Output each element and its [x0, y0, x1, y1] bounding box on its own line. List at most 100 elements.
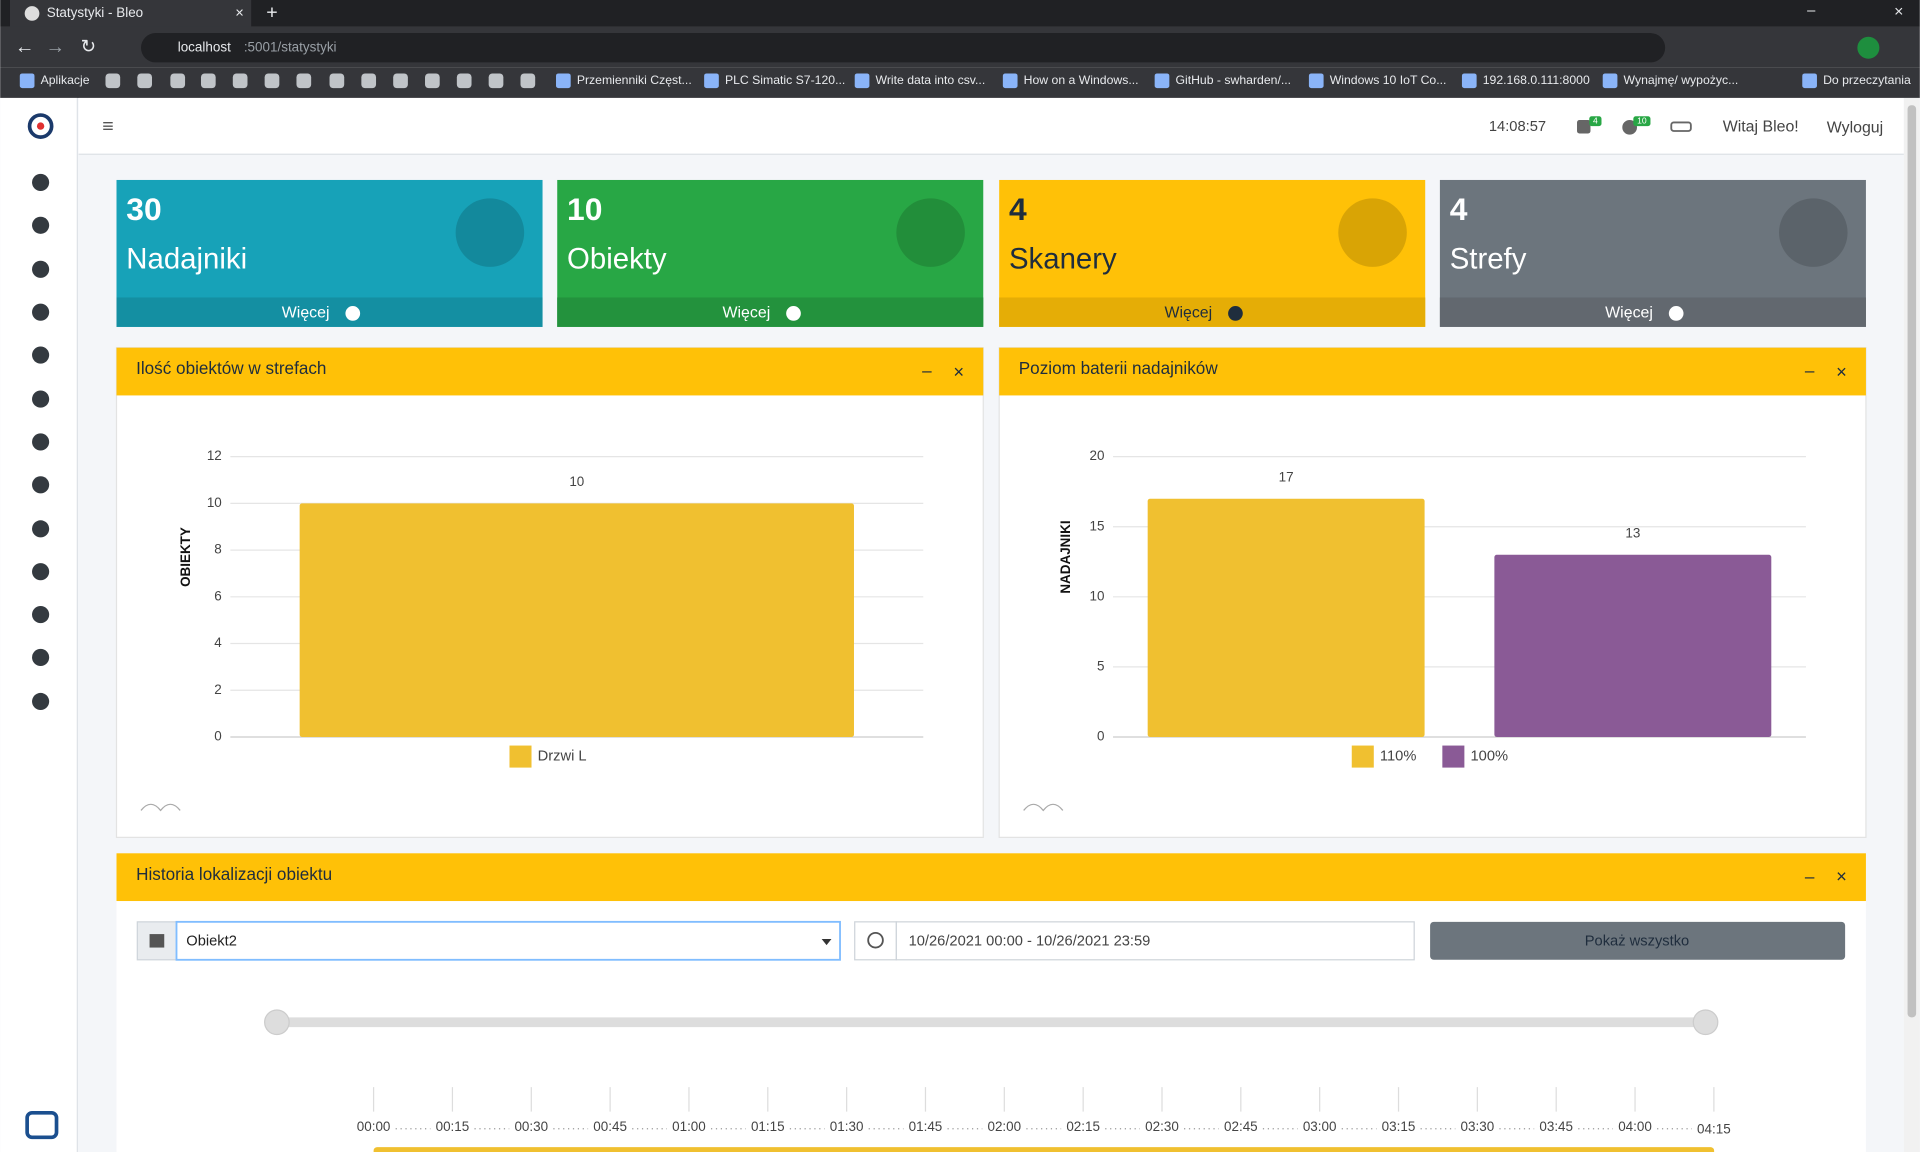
nav-icon[interactable]: [32, 433, 50, 451]
bookmark[interactable]: GitHub - swharden/...: [1175, 73, 1291, 87]
stat-more-icon[interactable]: [786, 306, 801, 321]
logo[interactable]: [27, 113, 54, 139]
timeline-label: 00:00: [357, 1119, 391, 1134]
nav-icon[interactable]: [32, 346, 50, 364]
bookmark-icon[interactable]: [425, 73, 440, 89]
bookmark[interactable]: Aplikacje: [41, 73, 90, 87]
collapse[interactable]: –: [1805, 361, 1815, 381]
reload[interactable]: ↻: [81, 36, 96, 57]
panel-footer-icon: [140, 803, 181, 812]
checks-icon[interactable]: [1622, 119, 1637, 135]
stat-more[interactable]: Więcej: [723, 305, 771, 322]
bookmark-icon[interactable]: [393, 73, 408, 89]
collapse[interactable]: –: [922, 361, 932, 381]
bookmark[interactable]: 192.168.0.111:8000: [1483, 73, 1590, 87]
object-select[interactable]: [175, 920, 841, 961]
legend-swatch[interactable]: [509, 745, 532, 768]
scroll-thumb[interactable]: [1907, 105, 1917, 1018]
stat-label: Skanery: [1009, 243, 1117, 276]
y-tick-label: 5: [1097, 658, 1104, 673]
bookmark[interactable]: How on a Windows...: [1024, 73, 1139, 87]
stat-more-icon[interactable]: [1668, 306, 1684, 321]
bookmark-icon[interactable]: [137, 73, 153, 89]
object-select-value: Obiekt2: [186, 933, 237, 949]
tasks-icon[interactable]: [1577, 119, 1591, 134]
forward[interactable]: →: [46, 36, 66, 58]
timeline-label: 02:30: [1145, 1119, 1179, 1134]
profile[interactable]: [1857, 36, 1880, 59]
tab[interactable]: [9, 0, 252, 27]
battery-icon[interactable]: [1670, 121, 1692, 132]
nav-icon[interactable]: [32, 648, 50, 666]
menu-toggle[interactable]: ≡: [102, 115, 113, 137]
date-range-value: 10/26/2021 00:00 - 10/26/2021 23:59: [909, 933, 1151, 949]
remove[interactable]: ×: [1836, 866, 1847, 887]
remove[interactable]: ×: [953, 361, 964, 382]
stat-more-icon[interactable]: [345, 306, 361, 321]
nav-icon[interactable]: [32, 390, 50, 408]
stat-more[interactable]: Więcej: [1164, 305, 1212, 322]
nav-icon[interactable]: [32, 173, 50, 191]
legend-label[interactable]: 110%: [1380, 748, 1416, 764]
close-window[interactable]: ×: [1894, 3, 1903, 20]
stat-more-icon[interactable]: [1228, 306, 1243, 321]
nav-icon[interactable]: [32, 692, 50, 711]
nav-icon[interactable]: [32, 260, 50, 278]
tab-close[interactable]: ×: [235, 5, 244, 21]
range-handle-start[interactable]: [264, 1009, 290, 1036]
bookmark-icon[interactable]: [264, 73, 280, 89]
bookmark-icon[interactable]: [170, 73, 186, 89]
stat-count: 4: [1009, 191, 1027, 227]
nav-icon[interactable]: [32, 605, 50, 624]
bookmark[interactable]: Windows 10 IoT Co...: [1330, 73, 1447, 87]
bookmark-icon[interactable]: [520, 73, 536, 89]
address-bar[interactable]: [140, 33, 1666, 63]
bookmark[interactable]: Write data into csv...: [876, 73, 986, 87]
date-icon-box: [854, 921, 897, 961]
nav-icon[interactable]: [32, 520, 50, 538]
bookmark-icon[interactable]: [105, 73, 121, 89]
bookmark-icon[interactable]: [488, 73, 504, 89]
back[interactable]: ←: [15, 36, 35, 58]
bookmark[interactable]: Wynajmę/ wypożyc...: [1624, 73, 1739, 87]
legend-label[interactable]: Drzwi L: [538, 748, 587, 764]
show-all-button[interactable]: [1430, 921, 1846, 960]
stat-more[interactable]: Więcej: [282, 305, 330, 322]
bookmark[interactable]: Przemienniki Częst...: [577, 73, 692, 87]
greeting[interactable]: Witaj Bleo!: [1723, 119, 1799, 136]
collapse[interactable]: –: [1805, 866, 1815, 886]
bookmark-icon[interactable]: [456, 73, 472, 89]
range-handle-end[interactable]: [1692, 1009, 1719, 1036]
minimize[interactable]: –: [1807, 3, 1816, 19]
logout[interactable]: Wyloguj: [1827, 120, 1883, 137]
legend-swatch[interactable]: [1442, 745, 1465, 768]
bookmark[interactable]: PLC Simatic S7-120...: [725, 73, 845, 87]
timeline-label: 01:30: [830, 1119, 864, 1134]
bookmark-icon[interactable]: [232, 73, 248, 89]
legend-label[interactable]: 100%: [1471, 748, 1509, 764]
stat-more[interactable]: Więcej: [1605, 305, 1653, 322]
bookmark-icon[interactable]: [200, 73, 216, 89]
checks-badge-text: 10: [1637, 115, 1647, 125]
timeline-label: 04:15: [1697, 1122, 1731, 1137]
nav-icon[interactable]: [32, 563, 50, 581]
bookmark-icon[interactable]: [296, 73, 312, 89]
remove[interactable]: ×: [1836, 361, 1847, 382]
bookmark-icon[interactable]: [361, 73, 377, 89]
stat-card-footer: [557, 297, 984, 327]
date-range[interactable]: [895, 921, 1415, 961]
nav-icon[interactable]: [32, 476, 50, 494]
stat-card-icon: [1779, 198, 1848, 267]
bookmark-icon[interactable]: [329, 73, 345, 89]
legend-swatch[interactable]: [1351, 745, 1374, 768]
url-host: localhost: [178, 39, 231, 54]
url-path: :5001/statystyki: [244, 39, 337, 54]
nav-icon[interactable]: [32, 303, 50, 321]
nav-icon[interactable]: [32, 216, 50, 234]
bookmark-icon: [556, 73, 571, 89]
bookmark[interactable]: Do przeczytania: [1823, 73, 1911, 87]
y-tick-label: 0: [214, 729, 221, 744]
chart-panel-header: [116, 347, 984, 396]
new-tab[interactable]: +: [266, 2, 277, 24]
